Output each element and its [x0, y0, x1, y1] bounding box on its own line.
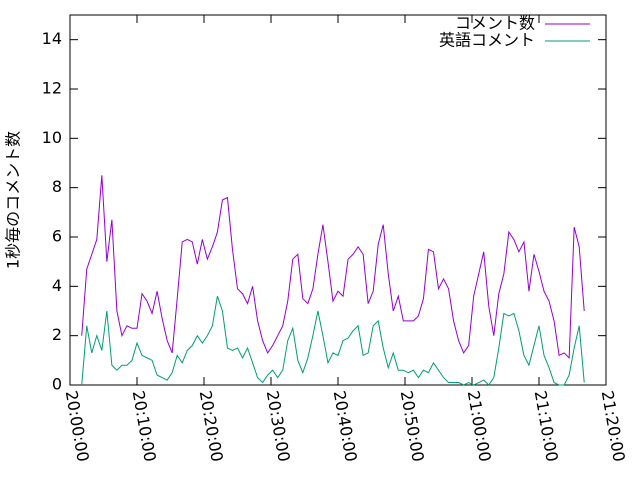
legend-label: 英語コメント	[439, 31, 535, 50]
x-tick-label: 20:30:00	[263, 389, 294, 463]
x-tick-label: 20:50:00	[397, 389, 428, 463]
plot-frame	[69, 14, 607, 386]
y-axis-label: 1秒毎のコメント数	[4, 131, 23, 269]
y-tick-label: 2	[52, 325, 62, 344]
x-tick-label: 20:20:00	[196, 389, 227, 463]
x-tick-label: 21:10:00	[531, 389, 562, 463]
legend-label: コメント数	[455, 14, 535, 33]
y-tick-label: 14	[42, 29, 62, 48]
y-tick-label: 8	[52, 177, 62, 196]
x-tick-label: 20:00:00	[62, 389, 93, 463]
y-tick-label: 4	[52, 276, 62, 295]
x-tick-label: 21:00:00	[464, 389, 495, 463]
y-tick-label: 10	[42, 128, 62, 147]
series-line	[81, 296, 585, 386]
x-tick-label: 21:20:00	[598, 389, 629, 463]
x-tick-label: 20:10:00	[129, 389, 160, 463]
series-line	[81, 175, 585, 360]
y-tick-label: 0	[52, 375, 62, 394]
y-tick-label: 12	[42, 79, 62, 98]
x-tick-label: 20:40:00	[330, 389, 361, 463]
y-tick-label: 6	[52, 227, 62, 246]
